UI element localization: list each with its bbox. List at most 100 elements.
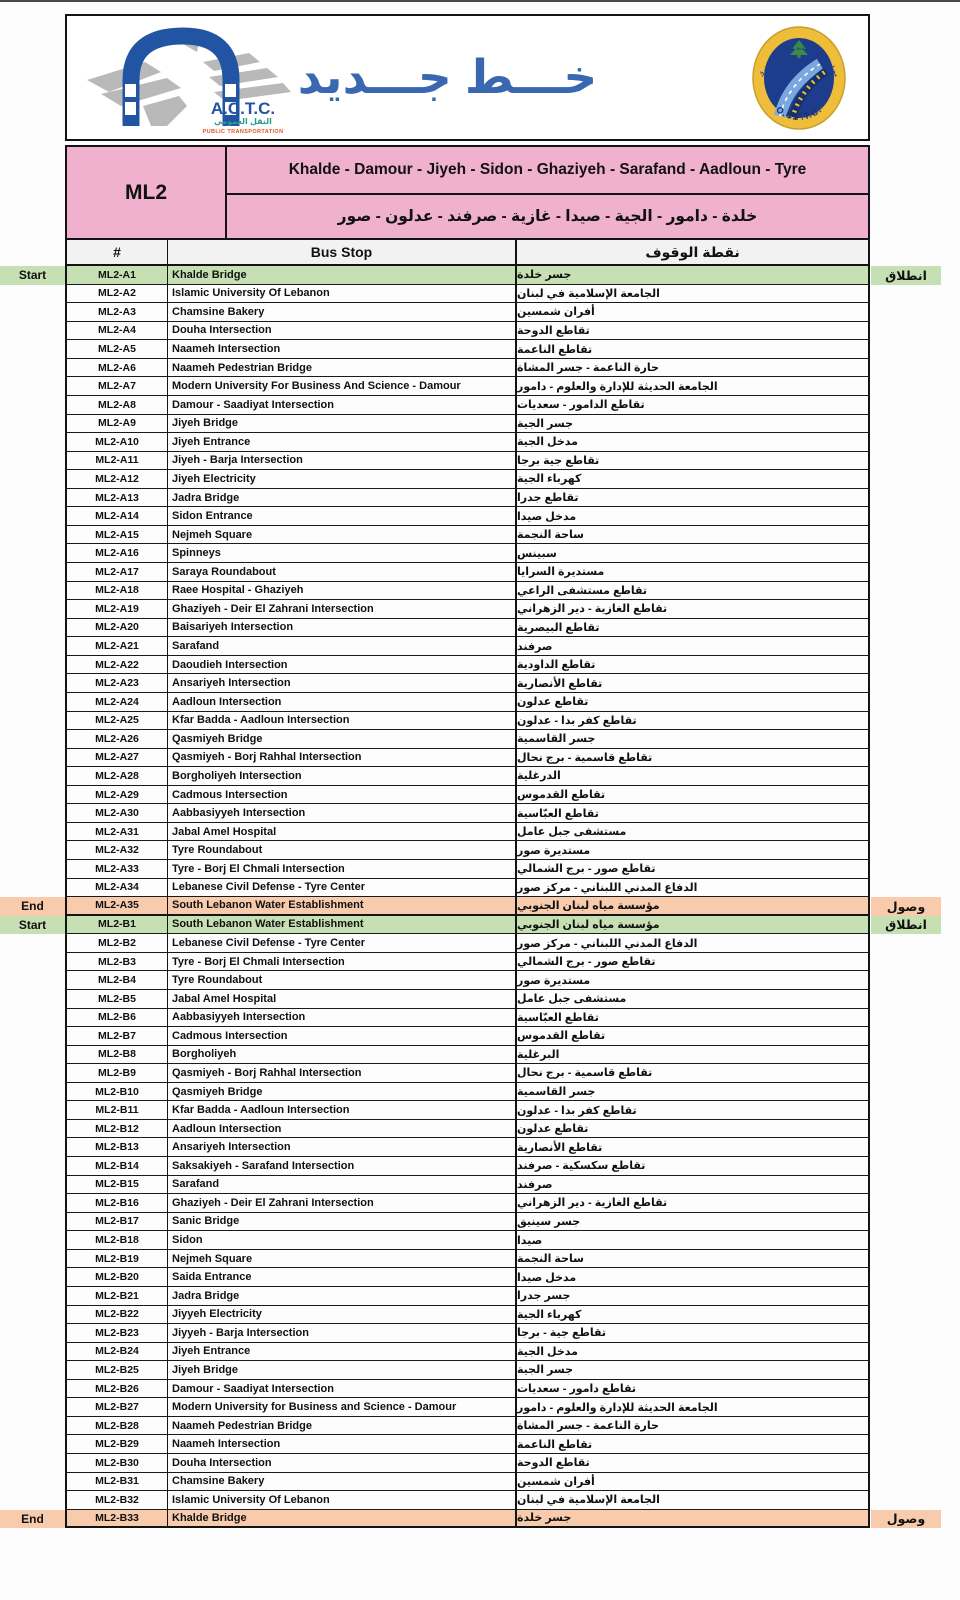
stop-id-cell: ML2-A3 xyxy=(65,303,168,322)
row-direction-label xyxy=(0,786,65,805)
stop-name-arabic-cell: تقاطع الدوحة xyxy=(517,321,870,341)
stop-id-cell: ML2-B8 xyxy=(65,1045,168,1065)
table-row: ML2-B9 Qasmiyeh - Borj Rahhal Intersectio… xyxy=(0,1064,960,1083)
row-direction-label xyxy=(0,619,65,638)
row-right-gutter: وصول xyxy=(870,897,960,916)
row-direction-label xyxy=(0,767,65,786)
row-right-gutter xyxy=(870,563,960,582)
row-right-gutter xyxy=(870,1343,960,1362)
row-right-gutter: انطلاق xyxy=(870,915,960,935)
new-line-title: خـــط جـــديد xyxy=(297,49,598,103)
left-gutter-header xyxy=(0,240,65,266)
table-row: ML2-A5 Naameh Intersection تقاطع الناعمة xyxy=(0,340,960,359)
row-right-gutter xyxy=(870,1064,960,1083)
table-row: ML2-B13 Ansariyeh Intersection تقاطع الأنص… xyxy=(0,1138,960,1157)
stop-name-arabic-cell: جسر جدرا xyxy=(517,1286,870,1306)
stop-name-arabic-cell: مستشفى جبل عامل xyxy=(517,989,870,1009)
stop-name-arabic-cell: مستديرة السرايا xyxy=(517,563,870,582)
row-right-gutter xyxy=(870,396,960,415)
table-row: ML2-B27 Modern University for Business an… xyxy=(0,1398,960,1417)
stop-name-arabic-cell: مستديرة صور xyxy=(517,971,870,990)
row-direction-label xyxy=(0,860,65,879)
row-direction-badge-arabic xyxy=(871,1454,941,1473)
row-direction-label xyxy=(0,656,65,675)
table-row: ML2-B18 Sidon صيدا xyxy=(0,1231,960,1250)
row-direction-label xyxy=(0,730,65,749)
row-direction-badge-arabic xyxy=(871,600,941,619)
table-row: ML2-B2 Lebanese Civil Defense - Tyre Cent… xyxy=(0,934,960,953)
row-direction-label xyxy=(0,359,65,378)
row-direction-badge-arabic xyxy=(871,1473,941,1492)
table-row: ML2-B31 Chamsine Bakery أفران شمسين xyxy=(0,1472,960,1492)
row-direction-badge-arabic xyxy=(871,1250,941,1269)
row-right-gutter xyxy=(870,1417,960,1436)
stop-name-cell: Jiyeh - Barja Intersection xyxy=(168,451,517,471)
row-direction-badge-arabic: انطلاق xyxy=(871,915,941,935)
stop-name-arabic-cell: مدخل صيدا xyxy=(517,1268,870,1287)
stop-id-cell: ML2-A29 xyxy=(65,785,168,805)
stop-name-cell: Jiyeh Electricity xyxy=(168,470,517,489)
row-direction-badge-arabic xyxy=(871,507,941,526)
stop-name-arabic-cell: حارة الناعمة - جسر المشاة xyxy=(517,358,870,378)
stop-name-arabic-cell: جسر خلدة xyxy=(517,1509,870,1529)
stop-id-cell: ML2-B7 xyxy=(65,1027,168,1046)
table-row: ML2-A33 Tyre - Borj El Chmali Intersectio… xyxy=(0,860,960,879)
stop-name-arabic-cell: جسر الجية xyxy=(517,414,870,434)
row-direction-badge-arabic xyxy=(871,656,941,675)
table-row: ML2-A8 Damour - Saadiyat Intersection تقاط… xyxy=(0,395,960,415)
row-direction-label xyxy=(0,1343,65,1362)
row-direction-label: End xyxy=(0,1509,65,1529)
stop-name-arabic-cell: تقاطع جية برجا xyxy=(517,451,870,471)
table-row: ML2-A15 Nejmeh Square ساحة النجمة xyxy=(0,525,960,545)
stop-name-arabic-cell: أفران شمسين xyxy=(517,1472,870,1492)
stop-name-cell: South Lebanon Water Establishment xyxy=(168,897,517,916)
row-direction-label xyxy=(0,322,65,341)
table-row: ML2-A14 Sidon Entrance مدخل صيدا xyxy=(0,507,960,526)
stop-name-cell: Jiyeh Entrance xyxy=(168,433,517,452)
table-row: ML2-A25 Kfar Badda - Aadloun Intersection… xyxy=(0,711,960,731)
row-direction-badge-arabic xyxy=(871,841,941,860)
row-direction-badge-arabic xyxy=(871,1027,941,1046)
stop-id-cell: ML2-B1 xyxy=(65,915,168,935)
ocftc-logo: مصلحة سكك الحديد والنقل المشترك O.C.F.T.… xyxy=(752,26,846,130)
stop-name-arabic-cell: صيدا xyxy=(517,1231,870,1250)
row-right-gutter xyxy=(870,1157,960,1176)
row-right-gutter xyxy=(870,285,960,304)
stop-name-cell: Saida Entrance xyxy=(168,1268,517,1287)
table-row: ML2-B25 Jiyeh Bridge جسر الجية xyxy=(0,1361,960,1380)
row-right-gutter xyxy=(870,433,960,452)
row-direction-badge-arabic xyxy=(871,563,941,582)
stop-name-cell: Islamic University Of Lebanon xyxy=(168,1491,517,1510)
stop-name-cell: Cadmous Intersection xyxy=(168,785,517,805)
row-right-gutter xyxy=(870,1250,960,1269)
table-row: ML2-B5 Jabal Amel Hospital مستشفى جبل عامل xyxy=(0,989,960,1009)
stop-name-arabic-cell: سبينس xyxy=(517,544,870,563)
row-direction-badge-arabic xyxy=(871,1120,941,1139)
row-right-gutter xyxy=(870,415,960,434)
stop-name-cell: Modern University For Business And Scien… xyxy=(168,377,517,396)
row-direction-label xyxy=(0,1417,65,1436)
table-row: ML2-A2 Islamic University Of Lebanon الجام… xyxy=(0,284,960,304)
stop-name-cell: Spinneys xyxy=(168,544,517,563)
stop-id-cell: ML2-B19 xyxy=(65,1249,168,1269)
row-right-gutter xyxy=(870,1194,960,1213)
row-direction-label xyxy=(0,1306,65,1325)
row-direction-badge-arabic xyxy=(871,953,941,972)
table-row: ML2-A24 Aadloun Intersection تقاطع عدلون xyxy=(0,692,960,712)
row-direction-label xyxy=(0,934,65,953)
table-row: ML2-A21 Sarafand صرفند xyxy=(0,637,960,656)
stop-id-cell: ML2-B32 xyxy=(65,1491,168,1510)
stop-name-arabic-cell: جسر سينيق xyxy=(517,1212,870,1232)
row-right-gutter xyxy=(870,470,960,489)
table-row: Start ML2-B1 South Lebanon Water Establish… xyxy=(0,915,960,935)
stop-name-arabic-cell: تقاطع جية - برجا xyxy=(517,1324,870,1343)
stop-name-cell: Jabal Amel Hospital xyxy=(168,822,517,842)
stop-name-arabic-cell: تقاطع عدلون xyxy=(517,1119,870,1139)
row-direction-label xyxy=(0,396,65,415)
table-row: ML2-B14 Saksakiyeh - Sarafand Intersectio… xyxy=(0,1157,960,1176)
stop-name-cell: Sarafand xyxy=(168,1175,517,1195)
table-row: ML2-A4 Douha Intersection تقاطع الدوحة xyxy=(0,321,960,341)
column-header-bus-stop: Bus Stop xyxy=(168,240,517,266)
table-row: End ML2-B33 Khalde Bridge جسر خلدة وصول xyxy=(0,1509,960,1529)
row-direction-label xyxy=(0,470,65,489)
